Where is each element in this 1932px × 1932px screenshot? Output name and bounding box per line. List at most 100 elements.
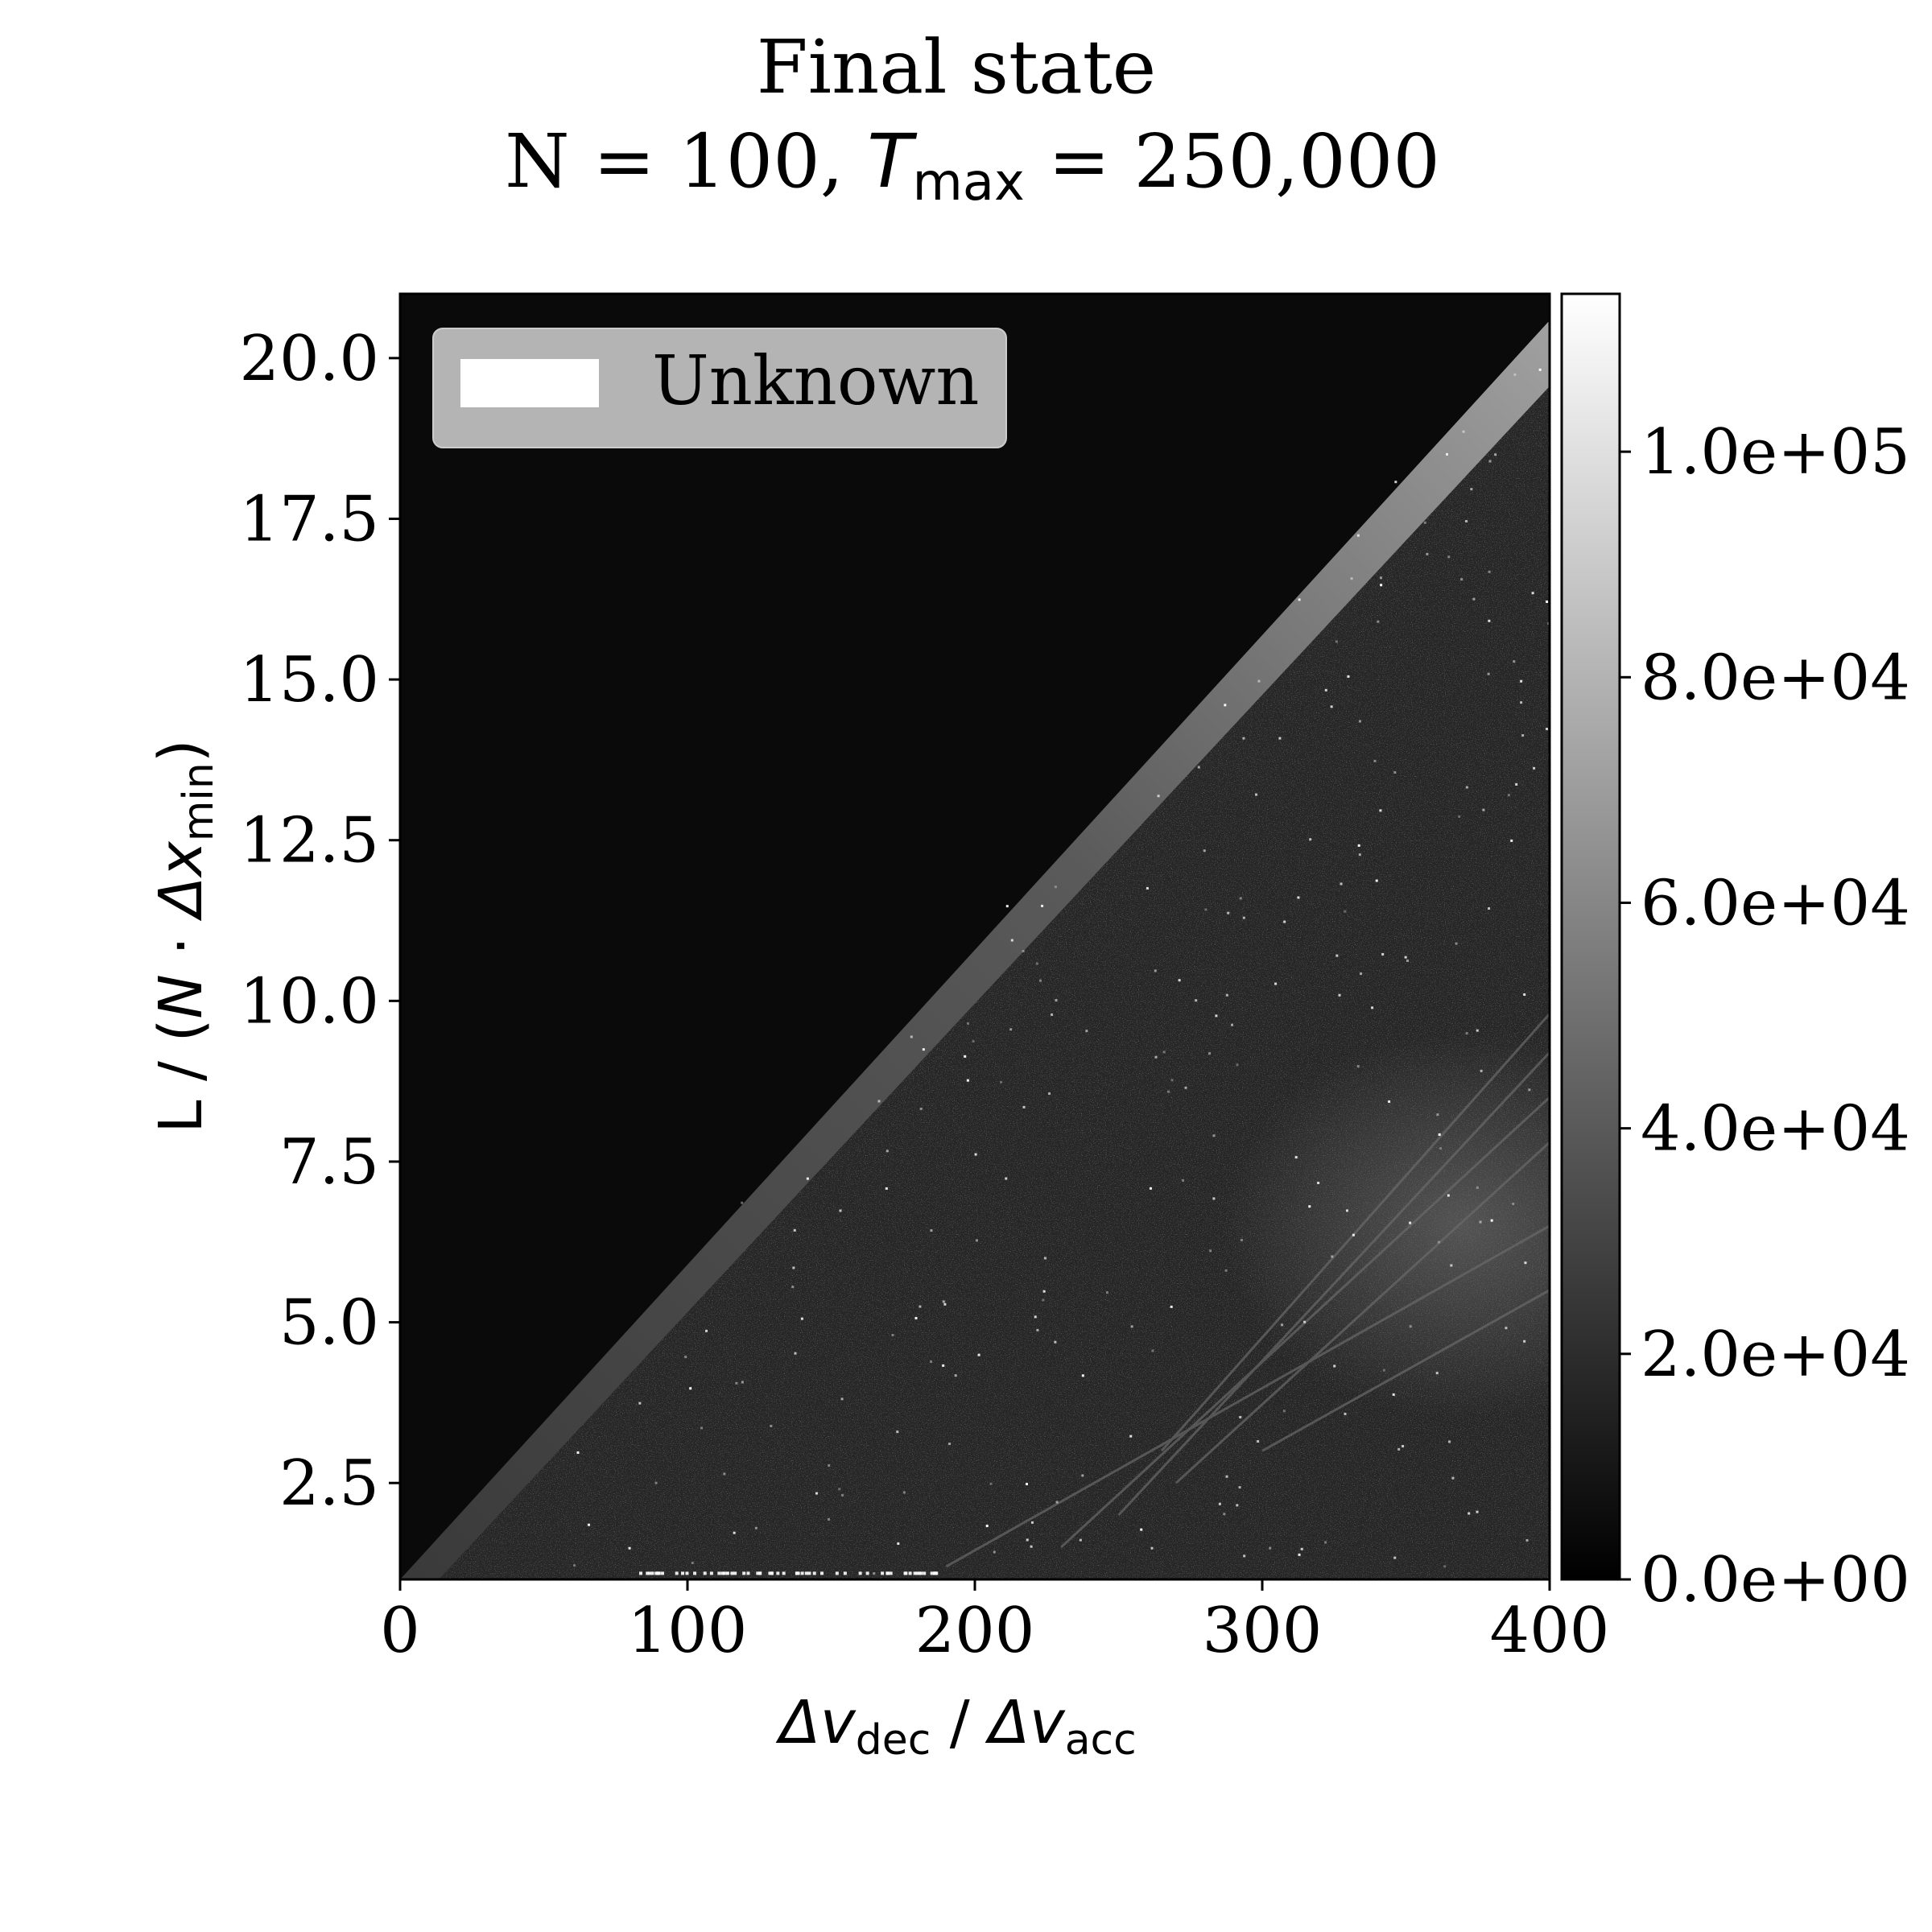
speckle — [1225, 1475, 1228, 1478]
speckle — [914, 1317, 918, 1320]
speckle — [819, 1571, 824, 1575]
streak-line — [1174, 1141, 1550, 1484]
streak-line — [1261, 1289, 1550, 1452]
speckle — [1051, 1013, 1054, 1016]
bright-cluster — [1221, 1032, 1550, 1419]
speckle — [650, 1571, 654, 1575]
speckle — [1041, 904, 1044, 907]
speckle — [910, 1035, 913, 1038]
speckle — [1426, 552, 1429, 555]
speckle — [1476, 1186, 1479, 1189]
speckle — [1236, 1063, 1239, 1067]
speckle — [1402, 1445, 1405, 1448]
speckle — [806, 1177, 809, 1180]
speckle — [1409, 1221, 1412, 1224]
speckle — [1465, 786, 1468, 789]
speckle — [1472, 597, 1476, 601]
speckle — [1358, 853, 1361, 857]
speckle — [1448, 1440, 1451, 1443]
speckle — [800, 1317, 803, 1320]
y-tick-label: 17.5 — [239, 483, 379, 555]
speckle — [1224, 1269, 1228, 1272]
speckle — [1488, 619, 1491, 622]
speckle — [1081, 1374, 1084, 1377]
speckle — [942, 1364, 945, 1367]
speckle — [691, 1562, 694, 1565]
speckle — [770, 1571, 774, 1575]
speckle — [1042, 1298, 1045, 1302]
speckle — [1215, 1014, 1218, 1018]
speckle — [1043, 1257, 1046, 1260]
speckle — [812, 1571, 816, 1575]
speckle — [735, 1381, 738, 1385]
speckle — [1458, 815, 1461, 818]
speckle — [1439, 1147, 1443, 1150]
speckle — [1528, 1088, 1531, 1092]
speckle — [1330, 705, 1333, 708]
speckle — [815, 1492, 818, 1495]
colorbar-tick-label: 1.0e+05 — [1641, 416, 1910, 489]
x-tick-label: 200 — [915, 1595, 1035, 1667]
speckle — [1309, 838, 1312, 841]
speckle — [680, 1571, 684, 1575]
x-tick-label: 100 — [628, 1595, 748, 1667]
speckle — [1380, 584, 1383, 587]
speckle — [1026, 1538, 1029, 1542]
speckle — [1375, 879, 1378, 882]
speckle — [1294, 1156, 1298, 1159]
speckle — [1154, 969, 1157, 972]
speckle — [1524, 1261, 1527, 1265]
speckle — [1373, 759, 1377, 762]
speckle — [1340, 882, 1343, 886]
speckle — [1157, 795, 1160, 798]
speckle — [891, 1334, 894, 1337]
speckle — [1476, 1029, 1479, 1032]
speckle — [1392, 1393, 1395, 1396]
speckle — [828, 1463, 831, 1467]
speckle — [661, 1571, 665, 1575]
speckle — [1447, 1194, 1450, 1197]
speckle — [804, 1571, 808, 1575]
speckle — [839, 1209, 842, 1212]
y-tick-label: 20.0 — [239, 323, 379, 395]
speckle — [776, 1571, 780, 1575]
speckle — [700, 1426, 704, 1430]
speckle — [1488, 570, 1491, 573]
streak-line — [945, 1224, 1550, 1568]
colorbar-tick-label: 4.0e+04 — [1641, 1093, 1910, 1166]
speckle — [1030, 1521, 1034, 1524]
speckle — [1393, 771, 1397, 774]
speckle — [1225, 993, 1228, 997]
chart-title-line1: Final state — [757, 24, 1156, 110]
speckle — [746, 1571, 750, 1575]
speckle — [791, 1286, 795, 1289]
speckle — [933, 1571, 937, 1575]
speckle — [1317, 1181, 1320, 1184]
speckle — [1054, 886, 1057, 889]
colorbar: 0.0e+00 2.0e+04 4.0e+04 6.0e+04 8.0e+04 1.0e+… — [1560, 292, 1910, 1616]
speckle — [966, 1022, 969, 1025]
streak-line — [1160, 1013, 1550, 1452]
speckle — [1523, 993, 1526, 997]
speckle — [1230, 1023, 1233, 1026]
speckle — [1358, 720, 1361, 723]
speckle — [1379, 809, 1382, 812]
speckle — [675, 1571, 679, 1575]
speckle — [922, 1048, 925, 1051]
speckle — [919, 1571, 923, 1575]
speckle — [1438, 1133, 1441, 1136]
speckle — [1436, 1113, 1439, 1117]
speckle — [1388, 1100, 1391, 1103]
speckle — [1038, 979, 1042, 982]
colorbar-tick-label: 0.0e+00 — [1641, 1544, 1910, 1616]
speckle — [717, 1571, 721, 1575]
speckle — [741, 1201, 744, 1204]
x-tick-label: 400 — [1490, 1595, 1610, 1667]
speckle — [1085, 1030, 1088, 1033]
speckle — [935, 1571, 939, 1575]
speckle — [1335, 954, 1339, 957]
speckle — [1381, 952, 1385, 956]
speckle — [1437, 1241, 1440, 1244]
speckle — [1150, 1546, 1154, 1550]
speckle — [1488, 460, 1492, 463]
